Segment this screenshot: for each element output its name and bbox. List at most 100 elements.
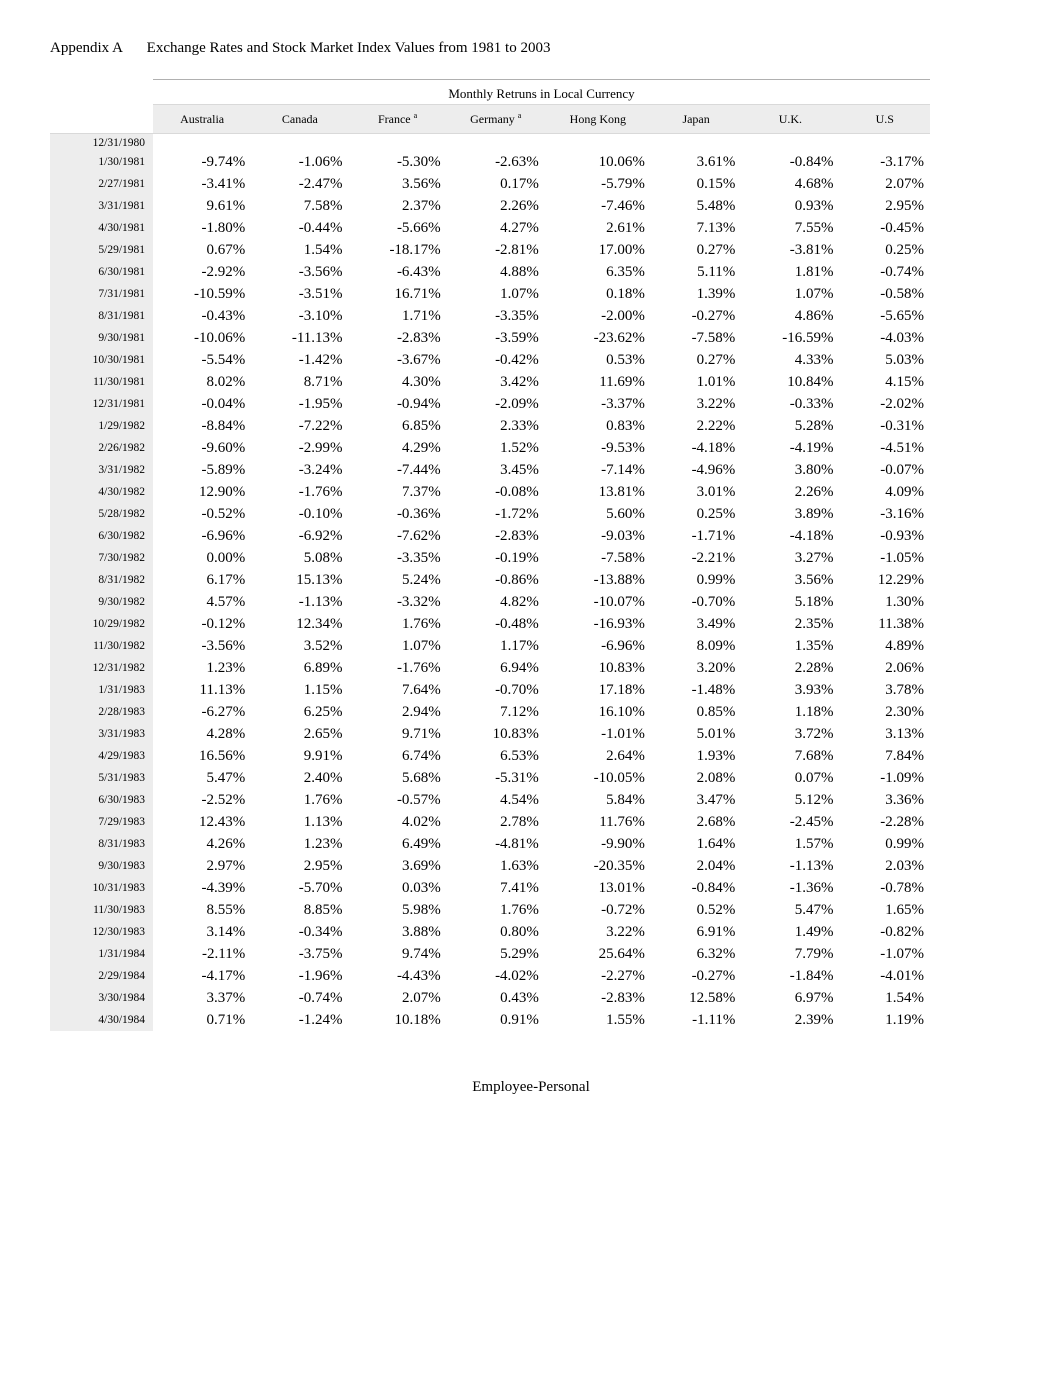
- value-cell: 0.80%: [447, 921, 545, 943]
- value-cell: -1.76%: [251, 481, 348, 503]
- value-cell: 2.04%: [651, 855, 741, 877]
- value-cell: -0.57%: [349, 789, 447, 811]
- value-cell: -3.17%: [839, 151, 930, 173]
- value-cell: -0.86%: [447, 569, 545, 591]
- value-cell: -18.17%: [349, 239, 447, 261]
- date-cell: 7/30/1982: [50, 547, 153, 569]
- value-cell: 17.18%: [545, 679, 651, 701]
- value-cell: -1.13%: [251, 591, 348, 613]
- value-cell: 6.35%: [545, 261, 651, 283]
- value-cell: -4.96%: [651, 459, 741, 481]
- value-cell: 3.72%: [741, 723, 839, 745]
- value-cell: 3.88%: [349, 921, 447, 943]
- table-row: 5/29/19810.67%1.54%-18.17%-2.81%17.00%0.…: [50, 239, 930, 261]
- value-cell: -0.84%: [741, 151, 839, 173]
- value-cell: -1.36%: [741, 877, 839, 899]
- value-cell: -0.42%: [447, 349, 545, 371]
- value-cell: -5.65%: [839, 305, 930, 327]
- value-cell: 4.26%: [153, 833, 251, 855]
- title-text: Exchange Rates and Stock Market Index Va…: [147, 40, 551, 56]
- date-cell: 2/27/1981: [50, 173, 153, 195]
- value-cell: 7.41%: [447, 877, 545, 899]
- value-cell: -2.83%: [545, 987, 651, 1009]
- value-cell: -20.35%: [545, 855, 651, 877]
- value-cell: 5.47%: [153, 767, 251, 789]
- value-cell: -9.53%: [545, 437, 651, 459]
- value-cell: -13.88%: [545, 569, 651, 591]
- date-cell: 4/30/1984: [50, 1009, 153, 1031]
- table-row: 3/31/19834.28%2.65%9.71%10.83%-1.01%5.01…: [50, 723, 930, 745]
- column-header: U.S: [839, 105, 930, 134]
- value-cell: 0.52%: [651, 899, 741, 921]
- date-cell: 3/31/1982: [50, 459, 153, 481]
- value-cell: 1.07%: [349, 635, 447, 657]
- value-cell: -4.39%: [153, 877, 251, 899]
- value-cell: 1.18%: [741, 701, 839, 723]
- value-cell: -0.12%: [153, 613, 251, 635]
- date-cell: 1/31/1984: [50, 943, 153, 965]
- value-cell: 0.18%: [545, 283, 651, 305]
- date-cell: 6/30/1983: [50, 789, 153, 811]
- value-cell: 1.76%: [251, 789, 348, 811]
- value-cell: -1.48%: [651, 679, 741, 701]
- value-cell: 4.33%: [741, 349, 839, 371]
- value-cell: -4.03%: [839, 327, 930, 349]
- value-cell: 3.01%: [651, 481, 741, 503]
- value-cell: -7.44%: [349, 459, 447, 481]
- value-cell: [651, 134, 741, 152]
- value-cell: 12.90%: [153, 481, 251, 503]
- value-cell: -7.58%: [545, 547, 651, 569]
- value-cell: 6.32%: [651, 943, 741, 965]
- value-cell: -0.07%: [839, 459, 930, 481]
- value-cell: 11.38%: [839, 613, 930, 635]
- table-row: 4/30/19840.71%-1.24%10.18%0.91%1.55%-1.1…: [50, 1009, 930, 1031]
- value-cell: 0.53%: [545, 349, 651, 371]
- table-caption: Monthly Retruns in Local Currency: [153, 80, 930, 105]
- date-cell: 1/29/1982: [50, 415, 153, 437]
- value-cell: 2.35%: [741, 613, 839, 635]
- value-cell: -7.14%: [545, 459, 651, 481]
- value-cell: 2.61%: [545, 217, 651, 239]
- value-cell: 2.65%: [251, 723, 348, 745]
- value-cell: 1.64%: [651, 833, 741, 855]
- value-cell: 3.52%: [251, 635, 348, 657]
- column-header: Canada: [251, 105, 348, 134]
- value-cell: 3.61%: [651, 151, 741, 173]
- value-cell: 0.93%: [741, 195, 839, 217]
- date-cell: 11/30/1981: [50, 371, 153, 393]
- value-cell: 0.67%: [153, 239, 251, 261]
- value-cell: 11.69%: [545, 371, 651, 393]
- value-cell: 11.13%: [153, 679, 251, 701]
- value-cell: -4.51%: [839, 437, 930, 459]
- value-cell: 0.71%: [153, 1009, 251, 1031]
- value-cell: -0.78%: [839, 877, 930, 899]
- value-cell: -6.96%: [153, 525, 251, 547]
- value-cell: 0.27%: [651, 239, 741, 261]
- value-cell: 12.58%: [651, 987, 741, 1009]
- value-cell: -0.70%: [447, 679, 545, 701]
- value-cell: 1.01%: [651, 371, 741, 393]
- table-row: 7/30/19820.00%5.08%-3.35%-0.19%-7.58%-2.…: [50, 547, 930, 569]
- value-cell: -0.93%: [839, 525, 930, 547]
- value-cell: 6.97%: [741, 987, 839, 1009]
- value-cell: -3.56%: [251, 261, 348, 283]
- value-cell: -0.94%: [349, 393, 447, 415]
- value-cell: 3.56%: [741, 569, 839, 591]
- date-cell: 8/31/1982: [50, 569, 153, 591]
- value-cell: [251, 134, 348, 152]
- date-cell: 10/29/1982: [50, 613, 153, 635]
- value-cell: -1.95%: [251, 393, 348, 415]
- value-cell: 2.97%: [153, 855, 251, 877]
- value-cell: -4.02%: [447, 965, 545, 987]
- value-cell: -4.18%: [651, 437, 741, 459]
- value-cell: 1.65%: [839, 899, 930, 921]
- value-cell: 3.93%: [741, 679, 839, 701]
- column-header: Australia: [153, 105, 251, 134]
- date-cell: 9/30/1982: [50, 591, 153, 613]
- value-cell: 2.22%: [651, 415, 741, 437]
- table-row: 12/31/1981-0.04%-1.95%-0.94%-2.09%-3.37%…: [50, 393, 930, 415]
- table-row: 1/29/1982-8.84%-7.22%6.85%2.33%0.83%2.22…: [50, 415, 930, 437]
- value-cell: 4.28%: [153, 723, 251, 745]
- value-cell: -0.43%: [153, 305, 251, 327]
- date-header: [50, 105, 153, 134]
